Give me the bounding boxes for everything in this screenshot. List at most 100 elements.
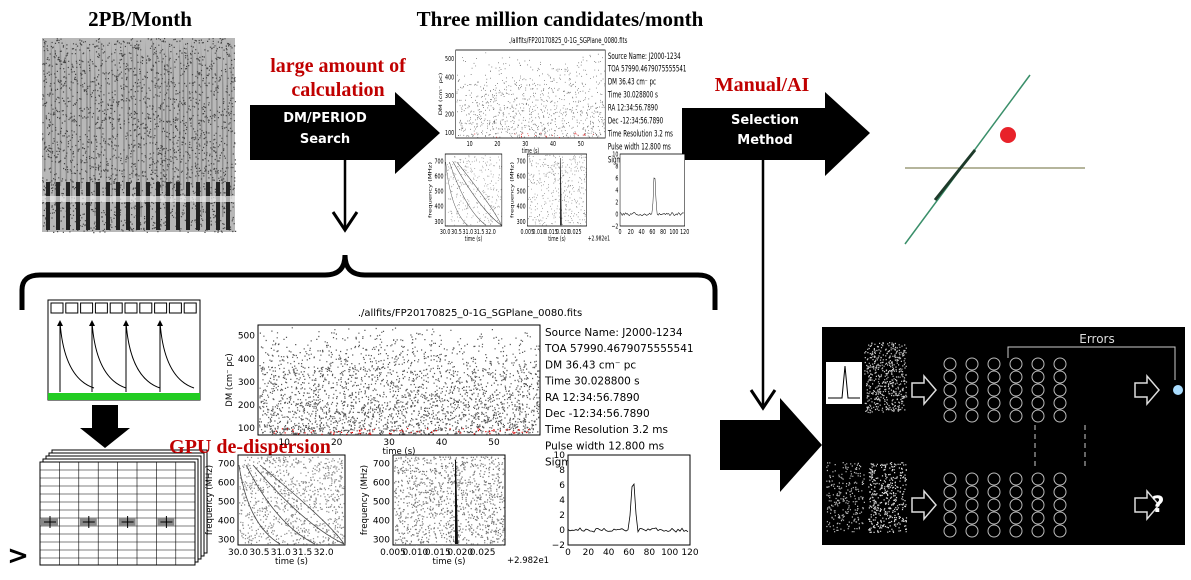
x-tick-label: 30.5 [249,548,269,558]
x-tick-label: 50 [488,438,500,448]
x-tick-label: 31.5 [474,228,485,236]
x-axis-label: time (s) [433,557,466,567]
y-axis-label: frequency (MHz) [510,162,515,218]
plot-info: Time 30.028800 s [544,376,640,388]
y-tick-label: 300 [218,535,235,545]
plot-info: TOA 57990.4679075555541 [607,64,686,75]
y-tick-label: 700 [517,157,526,165]
x-tick-label: 0 [619,228,622,236]
y-tick-label: 300 [517,218,526,226]
x-tick-label: 50 [578,140,584,148]
x-tick-label: 0.025 [470,548,496,558]
y-tick-label: 400 [445,74,454,82]
unknown-label: ? [1152,493,1165,518]
x-tick-label: 60 [623,548,635,558]
x-tick-label: 20 [494,140,500,148]
y-tick-label: 8 [559,466,565,476]
y-tick-label: 400 [517,203,526,211]
plot-info: RA 12:34:56.7890 [545,392,640,404]
plot-info: Dec -12:34:56.7890 [608,115,664,126]
x-tick-label: 30.0 [228,548,248,558]
y-tick-label: 2 [559,511,565,521]
plot-info: Source Name: J2000-1234 [545,327,683,339]
errors-label: Errors [1079,332,1115,346]
y-tick-label: 500 [434,188,443,196]
y-tick-label: 600 [517,173,526,181]
x-tick-label: 80 [660,228,666,236]
axes-frame [568,455,690,545]
plot-title: ./allfits/FP20170825_0-1G_SGPlane_0080.f… [509,36,628,45]
plot-info: DM 36.43 cm⁻ pc [608,76,656,87]
y-axis-label: frequency (MHz) [360,465,370,535]
y-tick-label: 500 [517,188,526,196]
x-tick-label: 80 [644,548,656,558]
channel [110,303,122,313]
calc-label: large amount of [270,55,406,77]
x-tick-label: 0.025 [568,228,582,236]
x-axis-label: time (s) [548,236,565,243]
y-tick-label: 2 [615,199,618,207]
band-light [42,196,235,202]
y-tick-label: 500 [445,55,454,63]
x-axis-label: time (s) [465,236,482,243]
search-arrow-label: Search [300,132,350,147]
channel [95,303,107,313]
y-tick-label: 300 [373,535,390,545]
y-tick-label: 4 [559,496,565,506]
x-tick-label: 31.0 [463,228,474,236]
x-offset: +2.982e1 [507,556,549,566]
channel [184,303,196,313]
channel [140,303,152,313]
body: 2PB/Month Three million candidates/month… [0,0,1191,580]
x-tick-label: 10 [467,140,473,148]
y-axis-label: frequency (MHz) [205,465,215,535]
x-tick-label: 20 [331,438,343,448]
y-tick-label: 100 [238,424,255,434]
y-tick-label: 600 [434,173,443,181]
plot-info: Dec -12:34:56.7890 [545,408,650,420]
fit-line-dark [935,150,975,200]
x-tick-label: 40 [550,140,556,148]
plot-info: RA 12:34:56.7890 [608,102,658,113]
channel [125,303,137,313]
y-tick-label: 4 [615,187,618,195]
y-tick-label: 0 [559,526,565,536]
x-axis-label: time (s) [275,557,308,567]
y-tick-label: 600 [218,479,235,489]
prompt: > [7,541,29,571]
plot-info: Time Resolution 3.2 ms [544,424,668,436]
y-tick-label: 600 [373,479,390,489]
y-tick-label: 500 [238,332,255,342]
channel [155,303,167,313]
y-tick-label: 10 [612,151,618,159]
y-tick-label: 300 [434,218,443,226]
gpu-grid-stack [40,450,207,565]
y-tick-label: −2 [611,223,618,231]
y-tick-label: 700 [218,460,235,470]
y-tick-label: 6 [559,481,565,491]
channel [51,303,63,313]
plot-info: Source Name: J2000-1234 [608,51,681,62]
x-tick-label: 100 [661,548,678,558]
calc-label: calculation [291,79,384,101]
page: Pulsar search pipeline {"header": {"left… [0,0,1191,580]
y-tick-label: 400 [218,516,235,526]
x-tick-label: 20 [628,228,634,236]
y-tick-label: 500 [373,498,390,508]
x-tick-label: 32.0 [485,228,496,236]
channel [66,303,78,313]
y-tick-label: −2 [552,541,565,551]
left-title: 2PB/Month [88,7,192,31]
y-tick-label: 400 [238,355,255,365]
selection-arrow-label: Method [737,133,792,148]
y-tick-label: 6 [615,175,618,183]
x-tick-label: 120 [680,228,689,236]
star [1173,385,1183,395]
selection-arrow-label: Selection [731,113,799,128]
y-tick-label: 200 [238,401,255,411]
dedisp-arrow [80,405,130,448]
selection-title: Manual/AI [715,74,810,96]
axes-frame [456,50,605,138]
plot-info: TOA 57990.4679075555541 [544,343,694,355]
x-tick-label: 60 [649,228,655,236]
